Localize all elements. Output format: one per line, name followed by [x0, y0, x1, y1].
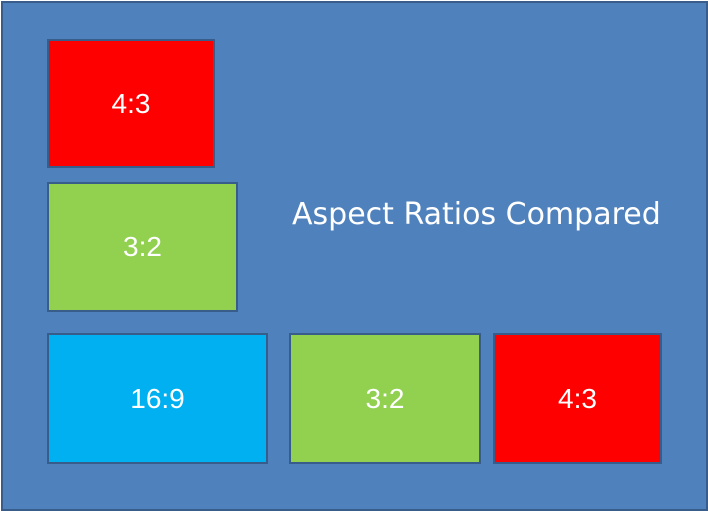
box-label: 3:2 — [365, 382, 405, 414]
box-3-2-bottom: 3:2 — [289, 333, 481, 464]
box-label: 4:3 — [558, 382, 597, 414]
box-label: 3:2 — [123, 231, 162, 262]
box-4-3-top: 4:3 — [47, 39, 215, 168]
box-label: 4:3 — [111, 87, 151, 119]
diagram-title: Aspect Ratios Compared — [292, 197, 661, 232]
box-16-9-bottom: 16:9 — [47, 333, 268, 464]
box-label: 16:9 — [130, 382, 185, 414]
box-4-3-bottom: 4:3 — [493, 333, 662, 464]
box-3-2-middle: 3:2 — [47, 182, 238, 312]
